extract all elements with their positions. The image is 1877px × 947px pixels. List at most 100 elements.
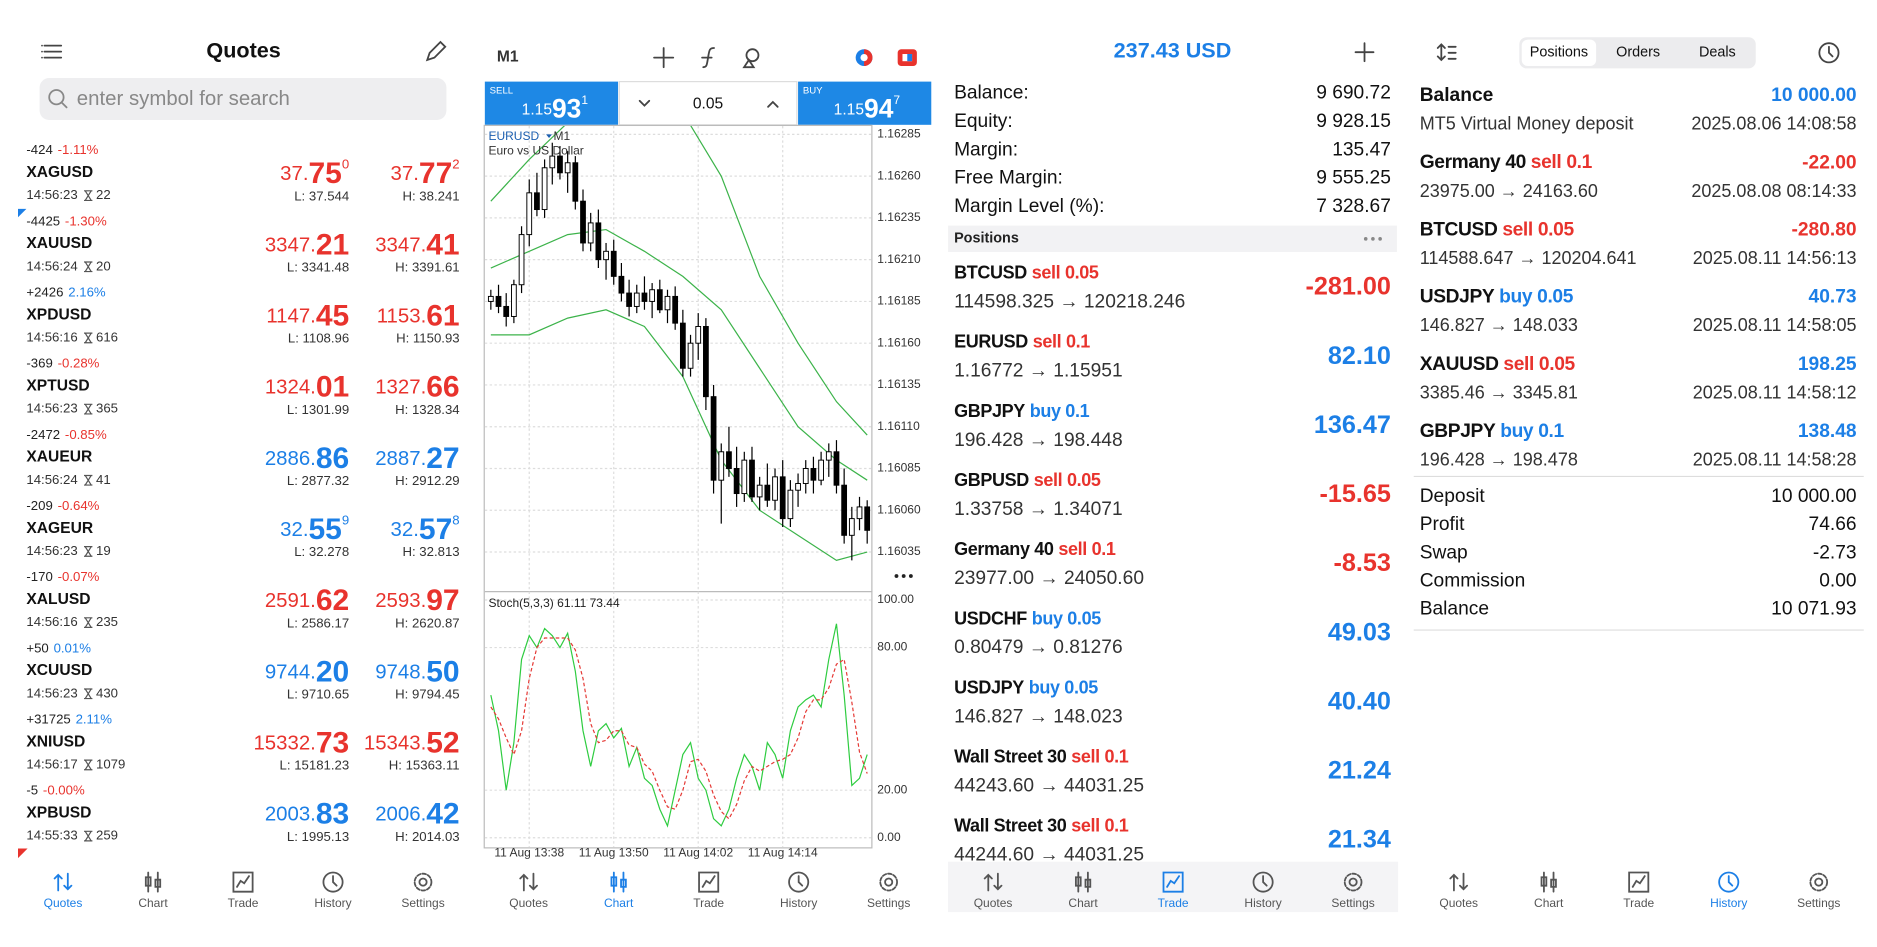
low-price: L: 2586.17 xyxy=(287,615,349,630)
more-icon[interactable] xyxy=(1363,237,1382,241)
side: sell 0.1 xyxy=(1033,331,1091,351)
side: sell 0.05 xyxy=(1034,470,1101,490)
tab[interactable]: Settings xyxy=(1797,872,1840,910)
tab[interactable]: Chart xyxy=(138,871,168,910)
tab[interactable]: History xyxy=(314,871,352,910)
position-title: Germany 40 sell 0.1 xyxy=(954,539,1116,559)
tick-count: 1079 xyxy=(96,756,125,771)
account-icon[interactable] xyxy=(855,49,873,67)
price-part: 97 xyxy=(426,584,459,617)
tab[interactable]: Settings xyxy=(867,872,910,910)
tab[interactable]: Settings xyxy=(401,872,445,910)
tab-icon xyxy=(1814,877,1824,887)
objects-icon[interactable] xyxy=(742,48,760,69)
candle-body xyxy=(749,459,755,498)
price: 32.578 xyxy=(391,513,460,546)
tab[interactable]: Trade xyxy=(228,871,259,910)
tab[interactable]: History xyxy=(1710,871,1747,910)
tab[interactable]: Chart xyxy=(1534,871,1564,910)
tab[interactable]: Trade xyxy=(1158,871,1189,910)
volume-down[interactable] xyxy=(638,99,651,107)
candle-body xyxy=(487,295,494,302)
stoch-plot xyxy=(490,623,868,828)
tab[interactable]: Chart xyxy=(604,871,634,910)
tab-icon xyxy=(1343,872,1363,892)
tab-label: Chart xyxy=(138,896,168,910)
spread-icon xyxy=(84,617,93,629)
search-box[interactable] xyxy=(39,78,447,121)
tab-bar: Quotes Chart Trade History Settings xyxy=(1413,861,1864,913)
indicator-icon[interactable] xyxy=(701,47,715,69)
trade-icon[interactable] xyxy=(897,49,917,67)
edit-icon[interactable] xyxy=(425,40,447,62)
tab-label: Trade xyxy=(1158,896,1189,910)
volume-up[interactable] xyxy=(767,100,779,108)
deal-title: Germany 40 sell 0.1 xyxy=(1420,152,1593,173)
change-points: -369 xyxy=(26,356,52,371)
deal-profit: 138.48 xyxy=(1798,421,1857,442)
tab[interactable]: History xyxy=(1244,871,1282,910)
segment[interactable]: Positions xyxy=(1530,45,1588,61)
change-points: +2426 xyxy=(26,285,63,300)
deal-profit: -280.80 xyxy=(1791,219,1856,240)
sell-label: SELL xyxy=(490,86,514,97)
price-part: 42 xyxy=(426,798,459,831)
change-percent: -0.28% xyxy=(58,356,100,371)
price-part: 8 xyxy=(452,513,459,528)
buy-button[interactable] xyxy=(798,81,932,125)
bollinger-band xyxy=(490,309,868,562)
tab[interactable]: History xyxy=(780,871,817,910)
symbol: XPTUSD xyxy=(26,377,89,394)
low-price: L: 1995.13 xyxy=(287,829,349,844)
tab[interactable]: Quotes xyxy=(44,872,83,910)
tick-count: 235 xyxy=(96,614,118,629)
tab[interactable]: Quotes xyxy=(1439,872,1478,910)
price-part: 94 xyxy=(864,93,894,123)
price-part: 1147. xyxy=(266,306,316,328)
sort-icon[interactable] xyxy=(1436,43,1457,62)
side: buy 0.1 xyxy=(1500,421,1564,442)
tab[interactable]: Chart xyxy=(1068,871,1098,910)
price-part: 2887. xyxy=(375,448,426,470)
tab[interactable]: Quotes xyxy=(509,872,548,910)
summary-label: Profit xyxy=(1420,514,1465,535)
balance-note: MT5 Virtual Money deposit xyxy=(1420,114,1634,134)
tab-bar-background xyxy=(18,861,469,913)
tick-count: 259 xyxy=(96,828,118,843)
price-part: 62 xyxy=(316,584,349,617)
add-icon[interactable] xyxy=(1354,42,1375,63)
tab[interactable]: Trade xyxy=(1623,871,1655,910)
segment[interactable]: Deals xyxy=(1699,45,1736,61)
more-icon[interactable] xyxy=(894,574,913,578)
price: 15343.52 xyxy=(364,726,460,759)
candle-body xyxy=(856,506,863,520)
segment[interactable]: Orders xyxy=(1616,45,1660,61)
symbol: USDCHF xyxy=(954,608,1027,628)
candle-body xyxy=(672,295,679,324)
price-part: 41 xyxy=(426,228,459,261)
sell-button[interactable] xyxy=(484,81,619,125)
side: buy 0.05 xyxy=(1032,608,1102,628)
deal-profit: -22.00 xyxy=(1802,152,1856,173)
deal-title: USDJPY buy 0.05 xyxy=(1420,287,1574,308)
tab[interactable]: Trade xyxy=(693,871,724,910)
tab[interactable]: Settings xyxy=(1331,872,1375,910)
volume-box[interactable] xyxy=(618,81,798,126)
y-tick-label: 80.00 xyxy=(877,640,907,654)
list-icon[interactable] xyxy=(41,44,63,59)
price-part: 9 xyxy=(342,513,349,528)
price-plot xyxy=(487,126,871,562)
clock-icon[interactable] xyxy=(1818,42,1840,64)
position-prices: 0.80479 → 0.81276 xyxy=(954,637,1123,658)
position-prices: 114598.325 → 120218.246 xyxy=(954,292,1185,313)
low-price: L: 37.544 xyxy=(294,188,349,203)
candle-body xyxy=(626,292,632,307)
position-profit: -15.65 xyxy=(1319,480,1390,508)
deal-prices: 3385.46 → 3345.81 xyxy=(1420,382,1578,402)
crosshair-icon[interactable] xyxy=(653,47,675,69)
tab[interactable]: Quotes xyxy=(974,872,1013,910)
side: sell 0.05 xyxy=(1503,354,1575,375)
change-percent: -0.00% xyxy=(43,783,85,798)
tick-count: 20 xyxy=(96,258,111,273)
